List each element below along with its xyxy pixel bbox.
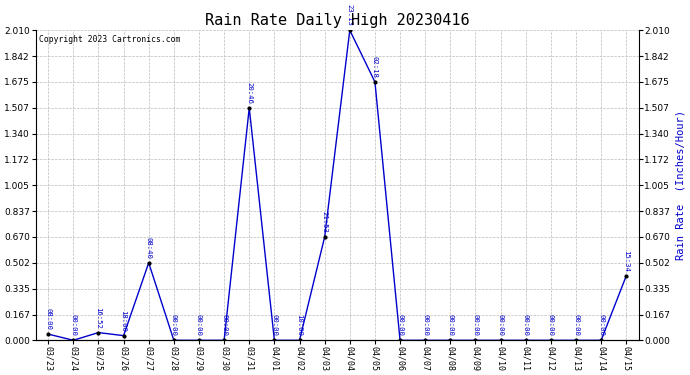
Text: 20:46: 20:46 <box>246 82 253 104</box>
Text: 00:00: 00:00 <box>397 314 403 336</box>
Text: 10:00: 10:00 <box>297 314 302 336</box>
Text: 00:00: 00:00 <box>548 314 554 336</box>
Text: 00:00: 00:00 <box>271 314 277 336</box>
Text: 00:00: 00:00 <box>497 314 504 336</box>
Text: Copyright 2023 Cartronics.com: Copyright 2023 Cartronics.com <box>39 35 180 44</box>
Text: 00:00: 00:00 <box>422 314 428 336</box>
Text: 00:00: 00:00 <box>196 314 202 336</box>
Text: 00:00: 00:00 <box>70 314 77 336</box>
Text: 00:00: 00:00 <box>171 314 177 336</box>
Text: 00:00: 00:00 <box>573 314 579 336</box>
Title: Rain Rate Daily High 20230416: Rain Rate Daily High 20230416 <box>205 13 469 28</box>
Text: 00:00: 00:00 <box>598 314 604 336</box>
Text: 16:52: 16:52 <box>95 306 101 328</box>
Text: 23:13: 23:13 <box>347 4 353 26</box>
Text: 08:00: 08:00 <box>45 308 51 330</box>
Text: 00:00: 00:00 <box>523 314 529 336</box>
Text: 00:00: 00:00 <box>221 314 227 336</box>
Y-axis label: Rain Rate  (Inches/Hour): Rain Rate (Inches/Hour) <box>676 110 686 260</box>
Text: 02:18: 02:18 <box>372 56 378 78</box>
Text: 21:53: 21:53 <box>322 211 328 233</box>
Text: 08:40: 08:40 <box>146 237 152 259</box>
Text: 00:00: 00:00 <box>447 314 453 336</box>
Text: 15:34: 15:34 <box>623 250 629 272</box>
Text: 00:00: 00:00 <box>473 314 478 336</box>
Text: 18:00: 18:00 <box>121 310 126 332</box>
